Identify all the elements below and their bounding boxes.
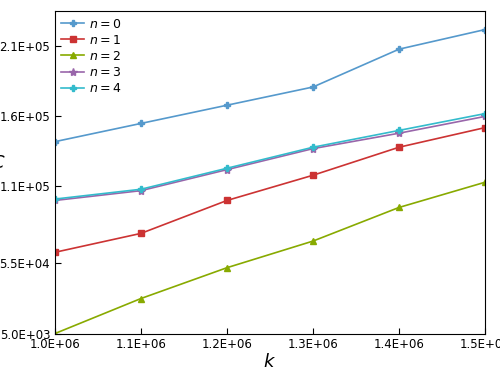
$n = 4$ [482, 111, 488, 116]
$n = 1$ [224, 198, 230, 203]
$n = 2$ [52, 331, 58, 336]
Y-axis label: $C$: $C$ [0, 155, 6, 172]
$n = 1$ [52, 250, 58, 255]
$n = 1$ [482, 125, 488, 130]
$n = 1$ [396, 145, 402, 149]
$n = 0$ [482, 27, 488, 32]
$n = 3$ [224, 168, 230, 172]
$n = 4$ [138, 187, 144, 191]
$n = 1$ [138, 231, 144, 236]
$n = 4$ [224, 166, 230, 171]
Legend: $n = 0$, $n = 1$, $n = 2$, $n = 3$, $n = 4$: $n = 0$, $n = 1$, $n = 2$, $n = 3$, $n =… [59, 15, 124, 98]
$n = 2$ [138, 296, 144, 301]
Line: $n = 1$: $n = 1$ [52, 125, 488, 255]
$n = 1$ [310, 173, 316, 177]
$n = 0$ [396, 47, 402, 52]
$n = 3$ [138, 188, 144, 193]
$n = 3$ [310, 146, 316, 151]
$n = 4$ [310, 145, 316, 149]
X-axis label: $k$: $k$ [264, 353, 276, 371]
$n = 0$ [310, 85, 316, 89]
$n = 2$ [482, 180, 488, 185]
Line: $n = 3$: $n = 3$ [51, 112, 489, 205]
Line: $n = 2$: $n = 2$ [52, 179, 488, 337]
$n = 0$ [52, 139, 58, 144]
$n = 0$ [224, 103, 230, 108]
Line: $n = 0$: $n = 0$ [52, 26, 488, 145]
$n = 2$ [396, 205, 402, 210]
Line: $n = 4$: $n = 4$ [52, 110, 488, 202]
$n = 4$ [396, 128, 402, 133]
$n = 4$ [52, 197, 58, 201]
$n = 2$ [310, 239, 316, 243]
$n = 0$ [138, 121, 144, 126]
$n = 3$ [52, 198, 58, 203]
$n = 3$ [396, 131, 402, 136]
$n = 3$ [482, 114, 488, 119]
$n = 2$ [224, 265, 230, 270]
